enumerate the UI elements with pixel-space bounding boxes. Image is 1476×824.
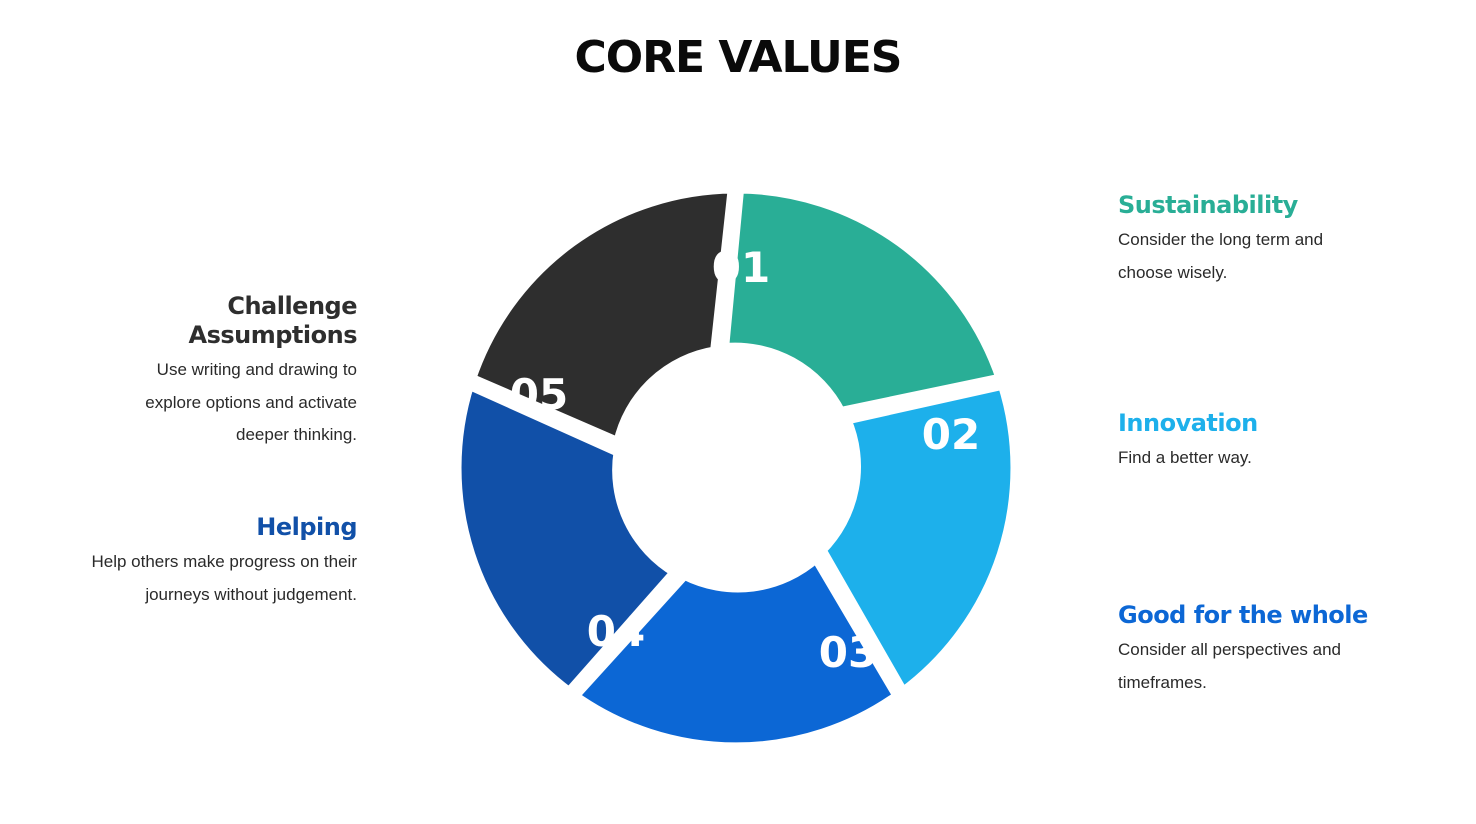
segment-number-05: 05	[510, 370, 568, 419]
value-title-good-for-the-whole: Good for the whole	[1118, 601, 1368, 629]
segment-04-helping	[450, 378, 682, 699]
segment-03-good-for-the-whole	[568, 551, 904, 754]
value-title-sustainability: Sustainability	[1118, 191, 1298, 219]
value-title-helping: Helping	[256, 513, 357, 541]
segment-number-03: 03	[819, 628, 877, 677]
value-desc-helping: Help others make progress on their journ…	[91, 552, 357, 604]
segment-number-02: 02	[922, 410, 980, 459]
segment-number-01: 01	[712, 243, 770, 292]
value-desc-challenge-assumptions: Use writing and drawing to explore optio…	[145, 360, 357, 444]
value-innovation: Innovation Find a better way.	[1118, 409, 1418, 475]
value-desc-innovation: Find a better way.	[1118, 448, 1252, 467]
segment-05-challenge-assumptions	[465, 182, 739, 449]
value-title-innovation: Innovation	[1118, 409, 1258, 437]
segment-number-04: 04	[587, 607, 645, 656]
value-desc-sustainability: Consider the long term and choose wisely…	[1118, 230, 1324, 282]
value-desc-good-for-the-whole: Consider all perspectives and timeframes…	[1118, 640, 1342, 692]
value-challenge-assumptions: Challenge Assumptions Use writing and dr…	[57, 292, 357, 452]
value-good-for-the-whole: Good for the whole Consider all perspect…	[1118, 601, 1418, 699]
segment-01-sustainability	[718, 182, 1007, 419]
page-title: CORE VALUES	[574, 32, 902, 83]
ring-center-hole	[618, 350, 854, 586]
value-helping: Helping Help others make progress on the…	[57, 513, 357, 611]
value-sustainability: Sustainability Consider the long term an…	[1118, 191, 1418, 289]
value-title-challenge-assumptions: Challenge Assumptions	[188, 292, 358, 349]
segment-02-innovation	[815, 378, 1022, 699]
